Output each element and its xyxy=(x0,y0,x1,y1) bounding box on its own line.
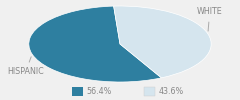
FancyBboxPatch shape xyxy=(72,87,83,96)
Text: HISPANIC: HISPANIC xyxy=(7,57,44,76)
Text: 56.4%: 56.4% xyxy=(86,88,112,96)
Wedge shape xyxy=(114,6,211,78)
Text: WHITE: WHITE xyxy=(197,8,222,31)
Text: 43.6%: 43.6% xyxy=(158,88,184,96)
FancyBboxPatch shape xyxy=(144,87,155,96)
Wedge shape xyxy=(29,6,162,82)
